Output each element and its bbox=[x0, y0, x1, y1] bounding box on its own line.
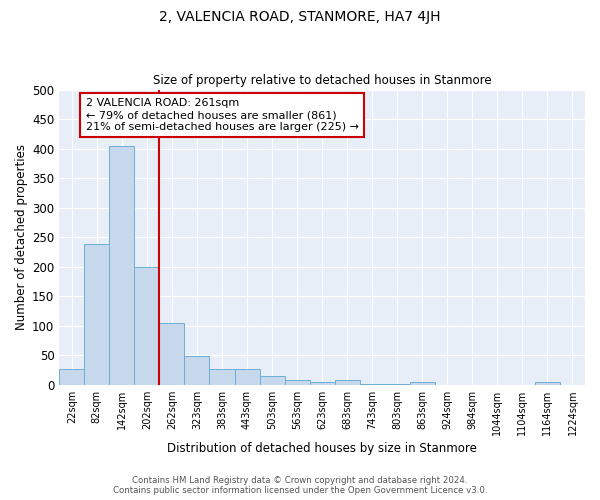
Bar bbox=[335, 380, 359, 384]
Bar bbox=[235, 370, 260, 384]
Text: 2 VALENCIA ROAD: 261sqm
← 79% of detached houses are smaller (861)
21% of semi-d: 2 VALENCIA ROAD: 261sqm ← 79% of detache… bbox=[86, 98, 359, 132]
Y-axis label: Number of detached properties: Number of detached properties bbox=[15, 144, 28, 330]
Bar bbox=[85, 244, 109, 384]
Text: 2, VALENCIA ROAD, STANMORE, HA7 4JH: 2, VALENCIA ROAD, STANMORE, HA7 4JH bbox=[159, 10, 441, 24]
Bar bbox=[535, 382, 560, 384]
Bar bbox=[209, 370, 235, 384]
Title: Size of property relative to detached houses in Stanmore: Size of property relative to detached ho… bbox=[153, 74, 491, 87]
Bar bbox=[260, 376, 284, 384]
Bar bbox=[184, 356, 209, 384]
Bar bbox=[134, 266, 160, 384]
Text: Contains HM Land Registry data © Crown copyright and database right 2024.
Contai: Contains HM Land Registry data © Crown c… bbox=[113, 476, 487, 495]
Bar bbox=[410, 382, 435, 384]
Bar bbox=[160, 322, 184, 384]
Bar bbox=[284, 380, 310, 384]
Bar bbox=[310, 382, 335, 384]
Bar bbox=[109, 146, 134, 384]
Bar bbox=[59, 369, 85, 384]
X-axis label: Distribution of detached houses by size in Stanmore: Distribution of detached houses by size … bbox=[167, 442, 477, 455]
